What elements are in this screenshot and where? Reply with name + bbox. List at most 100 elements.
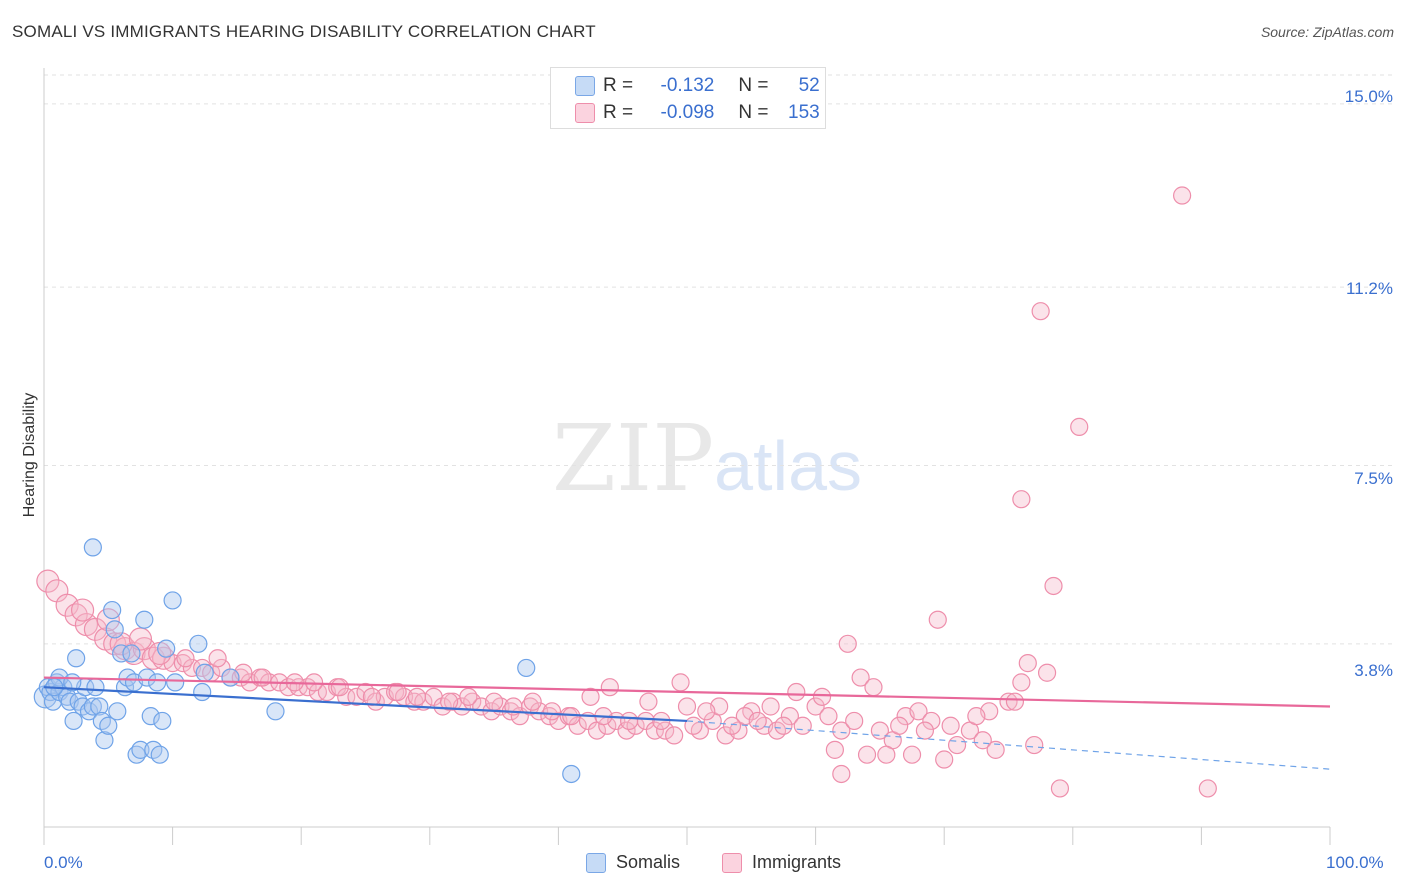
legend-r-label: R = — [603, 102, 639, 123]
legend-text-immigrants: R = -0.098 N = 153 — [603, 102, 820, 124]
legend-r-label: R = — [603, 75, 639, 96]
immigrants-point — [902, 745, 922, 764]
immigrants-point — [890, 716, 909, 735]
legend-item-immigrants[interactable]: Immigrants — [722, 852, 841, 873]
somalis-point — [193, 682, 212, 702]
immigrants-point — [832, 721, 851, 740]
immigrants-point — [600, 678, 619, 697]
immigrants-point — [986, 740, 1005, 759]
somalis-point — [131, 740, 150, 759]
somalis-point — [105, 620, 124, 639]
immigrants-point — [176, 649, 195, 668]
somalis-point — [148, 673, 167, 692]
immigrants-point — [1050, 779, 1070, 798]
immigrants-point — [1018, 654, 1037, 673]
immigrants-point — [761, 697, 780, 716]
series-legend: Somalis Immigrants — [0, 852, 1406, 878]
immigrants-point — [132, 637, 156, 661]
immigrants-point — [459, 687, 478, 706]
immigrants-point — [812, 687, 832, 706]
immigrants-point — [330, 678, 349, 697]
somalis-point — [166, 673, 185, 692]
legend-r-value: -0.098 — [660, 102, 715, 123]
immigrants-point — [825, 740, 844, 759]
legend-swatch-somalis — [575, 76, 595, 96]
watermark-atlas: atlas — [714, 427, 863, 505]
immigrants-point — [748, 711, 767, 731]
immigrants-point — [857, 745, 877, 764]
immigrants-point — [485, 692, 504, 711]
somalis-point — [189, 634, 208, 653]
immigrants-point — [128, 627, 153, 651]
immigrants-point — [55, 593, 79, 617]
somalis-trendline — [43, 686, 688, 723]
immigrants-point — [915, 721, 935, 740]
immigrants-point — [845, 711, 864, 731]
somalis-point — [99, 716, 118, 735]
somalis-trendline-extension — [686, 720, 1331, 770]
legend-swatch-immigrants — [575, 103, 595, 123]
x-tick-label-min: 0.0% — [44, 853, 83, 872]
somalis-point — [153, 711, 172, 731]
somalis-point — [112, 644, 131, 663]
somalis-point — [137, 668, 156, 687]
legend-label-somalis: Somalis — [616, 852, 681, 872]
immigrants-point — [1012, 673, 1031, 692]
immigrants-point — [1031, 302, 1050, 321]
somalis-point — [95, 731, 114, 750]
correlation-legend: R = -0.132 N = 52 R = -0.098 N = 153 — [550, 67, 826, 129]
immigrants-point — [877, 745, 896, 764]
immigrants-point — [947, 735, 967, 755]
immigrants-point — [656, 721, 675, 740]
immigrants-point — [928, 610, 947, 629]
immigrants-point — [362, 687, 382, 706]
legend-label-immigrants: Immigrants — [752, 852, 842, 872]
somalis-point — [86, 678, 105, 697]
somalis-point — [83, 697, 102, 716]
source-label: Source: ZipAtlas.com — [1260, 24, 1394, 40]
somalis-point — [90, 697, 109, 716]
immigrants-point — [935, 750, 954, 769]
immigrants-point — [96, 608, 120, 632]
immigrants-point — [1173, 186, 1192, 205]
immigrants-point — [941, 716, 960, 735]
immigrants-point — [1070, 417, 1089, 436]
somalis-point — [108, 702, 127, 721]
immigrants-point — [407, 687, 427, 706]
immigrants-point — [639, 692, 658, 711]
immigrants-point — [665, 726, 684, 745]
immigrants-point — [909, 702, 928, 721]
immigrants-point — [677, 697, 697, 716]
immigrants-point — [819, 707, 838, 726]
immigrants-point — [697, 702, 716, 721]
immigrants-point — [193, 658, 212, 678]
chart-title: SOMALI VS IMMIGRANTS HEARING DISABILITY … — [12, 22, 596, 41]
immigrants-point — [337, 687, 356, 706]
immigrants-point — [388, 682, 407, 702]
immigrants-point — [864, 678, 883, 697]
somalis-point — [517, 658, 536, 678]
somalis-point — [141, 707, 160, 726]
immigrants-point — [523, 692, 542, 711]
somalis-point — [157, 639, 176, 658]
immigrants-point — [832, 764, 851, 784]
immigrants-point — [793, 716, 812, 735]
somalis-point — [64, 711, 83, 731]
immigrants-point — [581, 687, 600, 706]
y-tick-label-15: 15.0% — [1344, 87, 1393, 106]
immigrants-point — [838, 634, 857, 653]
somalis-point — [163, 591, 182, 610]
immigrants-point — [645, 721, 664, 740]
immigrants-point — [36, 569, 60, 593]
legend-item-somalis[interactable]: Somalis — [586, 852, 680, 873]
somalis-point — [103, 600, 122, 620]
legend-row-immigrants: R = -0.098 N = 153 — [575, 101, 820, 125]
immigrants-point — [304, 673, 324, 692]
watermark: ZIPatlas — [552, 405, 862, 512]
immigrants-point — [787, 682, 806, 702]
legend-row-somalis: R = -0.132 N = 52 — [575, 74, 820, 98]
immigrants-point — [774, 716, 793, 735]
y-tick-label-7-5: 7.5% — [1354, 469, 1393, 488]
legend-n-label: N = — [738, 75, 774, 96]
somalis-point — [122, 644, 141, 663]
